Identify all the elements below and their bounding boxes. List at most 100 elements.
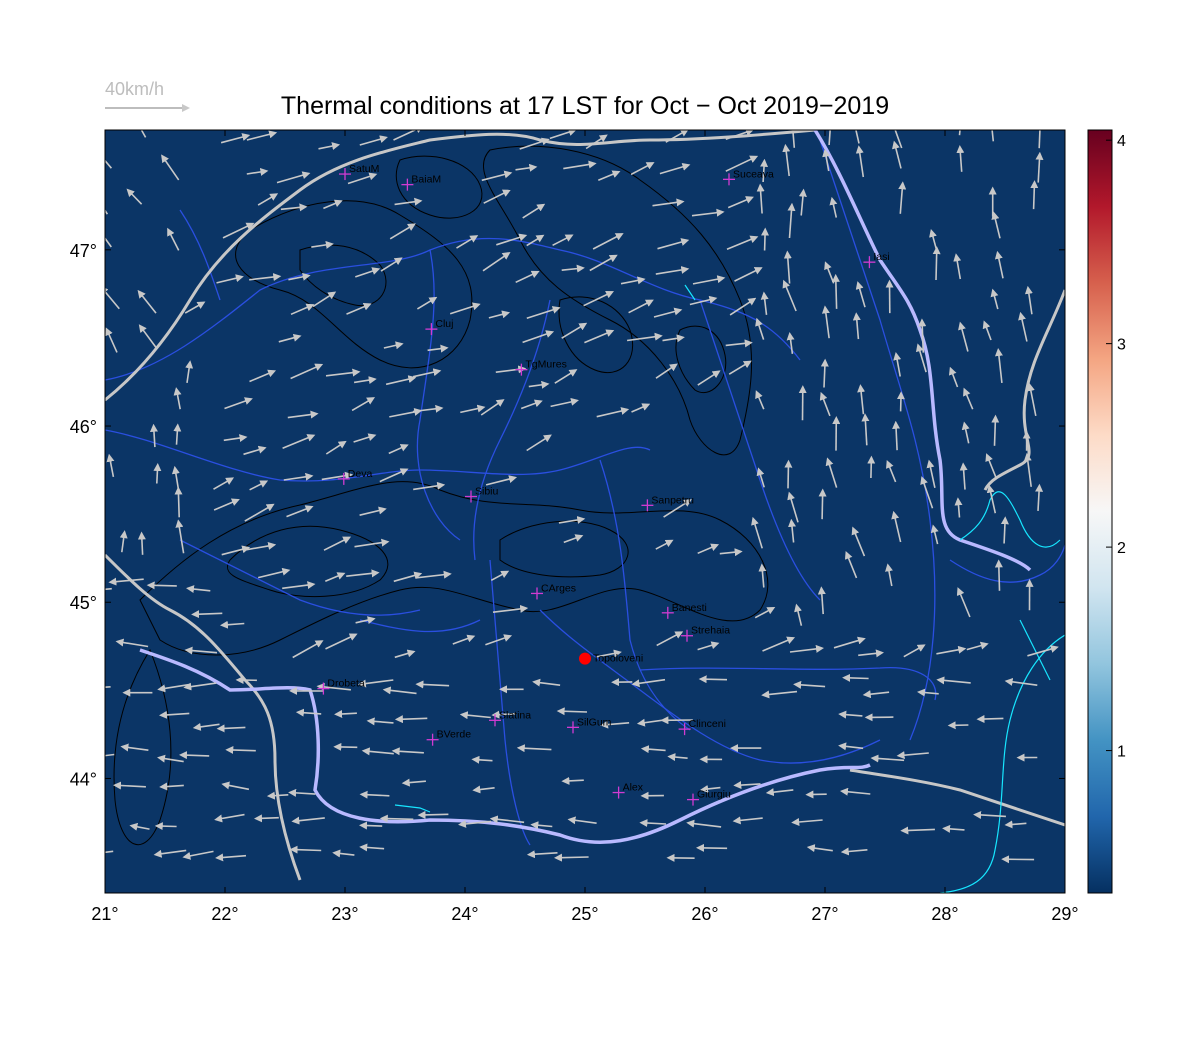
wind-arrow (382, 686, 417, 695)
wind-arrow (522, 330, 555, 344)
wind-arrow (932, 246, 941, 281)
wind-arrow (105, 236, 112, 248)
wind-arrow (700, 784, 721, 793)
wind-arrow (857, 384, 866, 415)
wind-arrow (137, 531, 146, 555)
wind-arrow (917, 688, 939, 697)
station-label: Giurgiu (697, 789, 731, 801)
wind-arrow (1038, 130, 1041, 149)
highlight-label: Topoloveni (593, 653, 643, 665)
wind-arrow (1030, 180, 1039, 210)
wind-arrow (175, 519, 185, 554)
wind-arrow (840, 847, 868, 856)
contour-line (235, 200, 473, 369)
wind-arrow (334, 709, 357, 718)
coast-line (959, 491, 1061, 548)
wind-arrow (659, 162, 691, 175)
wind-arrow (653, 307, 683, 318)
wind-arrow (855, 145, 865, 178)
wind-arrow (870, 754, 905, 763)
wind-arrow (920, 476, 934, 509)
wind-arrow (480, 399, 505, 416)
wind-arrow (394, 715, 428, 724)
wind-arrow (589, 254, 618, 272)
romania-border (139, 648, 871, 844)
wind-arrow (119, 530, 128, 553)
station-marker: Drobeta (317, 678, 365, 695)
wind-arrow (732, 816, 763, 825)
wind-arrow (393, 571, 423, 583)
y-tick-label: 46° (70, 417, 97, 437)
wind-arrow (224, 397, 253, 410)
wind-arrow (733, 781, 761, 790)
wind-arrow (216, 274, 244, 284)
wind-arrow (1004, 820, 1027, 829)
wind-arrow (359, 843, 385, 852)
river-line (819, 139, 936, 741)
wind-arrow (656, 631, 684, 647)
wind-arrow (389, 223, 416, 240)
wind-arrow (798, 188, 807, 216)
station-label: SilGum (577, 716, 612, 728)
contour-line (299, 244, 387, 307)
wind-arrow (821, 305, 830, 339)
wind-arrow (282, 581, 316, 590)
station-marker: CArges (531, 582, 576, 600)
wind-arrow (915, 343, 927, 373)
wind-arrow (325, 440, 347, 455)
wind-arrow (891, 510, 902, 543)
x-tick-label: 24° (451, 904, 478, 924)
wind-arrow (216, 724, 246, 733)
wind-arrow (254, 814, 279, 823)
wind-arrow (530, 821, 553, 830)
wind-arrow (113, 781, 146, 790)
wind-arrow (249, 273, 282, 281)
contour-line (227, 525, 389, 597)
wind-arrow (1024, 285, 1033, 315)
wind-arrow (554, 853, 589, 862)
wind-arrow (324, 572, 346, 582)
wind-arrow (782, 279, 797, 312)
wind-arrow (257, 193, 279, 206)
station-marker: SatuM (339, 163, 379, 181)
wind-arrow (818, 488, 827, 520)
wind-arrow (822, 148, 831, 172)
wind-arrow (930, 524, 939, 545)
wind-arrow (787, 202, 796, 239)
wind-arrow (550, 397, 579, 408)
wind-arrow (1035, 151, 1044, 183)
y-tick-label: 44° (70, 769, 97, 789)
wind-arrow (287, 410, 319, 419)
wind-arrow (220, 620, 245, 629)
wind-arrow (221, 545, 251, 556)
map-panel (104, 129, 1066, 894)
wind-arrow (140, 130, 147, 138)
wind-arrow (412, 368, 442, 378)
wind-arrow (312, 291, 337, 308)
wind-arrow (765, 788, 794, 797)
wind-arrow (146, 581, 177, 590)
wind-arrow (416, 296, 438, 310)
wind-arrow (105, 753, 115, 757)
wind-arrow (697, 641, 720, 651)
wind-arrow (729, 297, 757, 316)
wind-arrow (379, 814, 414, 823)
wind-arrow (401, 778, 426, 787)
wind-arrow (976, 715, 1004, 724)
wind-arrow (346, 569, 380, 578)
wind-arrow (154, 822, 177, 831)
wind-arrow (483, 189, 511, 204)
coast-line (684, 284, 696, 301)
wind-arrow (655, 266, 690, 275)
wind-arrow (561, 264, 585, 273)
wind-arrow (756, 467, 765, 488)
station-label: Cluj (435, 318, 453, 330)
wind-arrow (246, 130, 278, 141)
station-label: CArges (541, 582, 576, 594)
wind-arrow (276, 171, 311, 184)
station-label: Sanpetru (651, 494, 694, 506)
wind-arrow (760, 291, 769, 315)
wind-arrow (948, 366, 959, 388)
wind-arrow (385, 375, 417, 386)
wind-arrow (567, 816, 597, 825)
